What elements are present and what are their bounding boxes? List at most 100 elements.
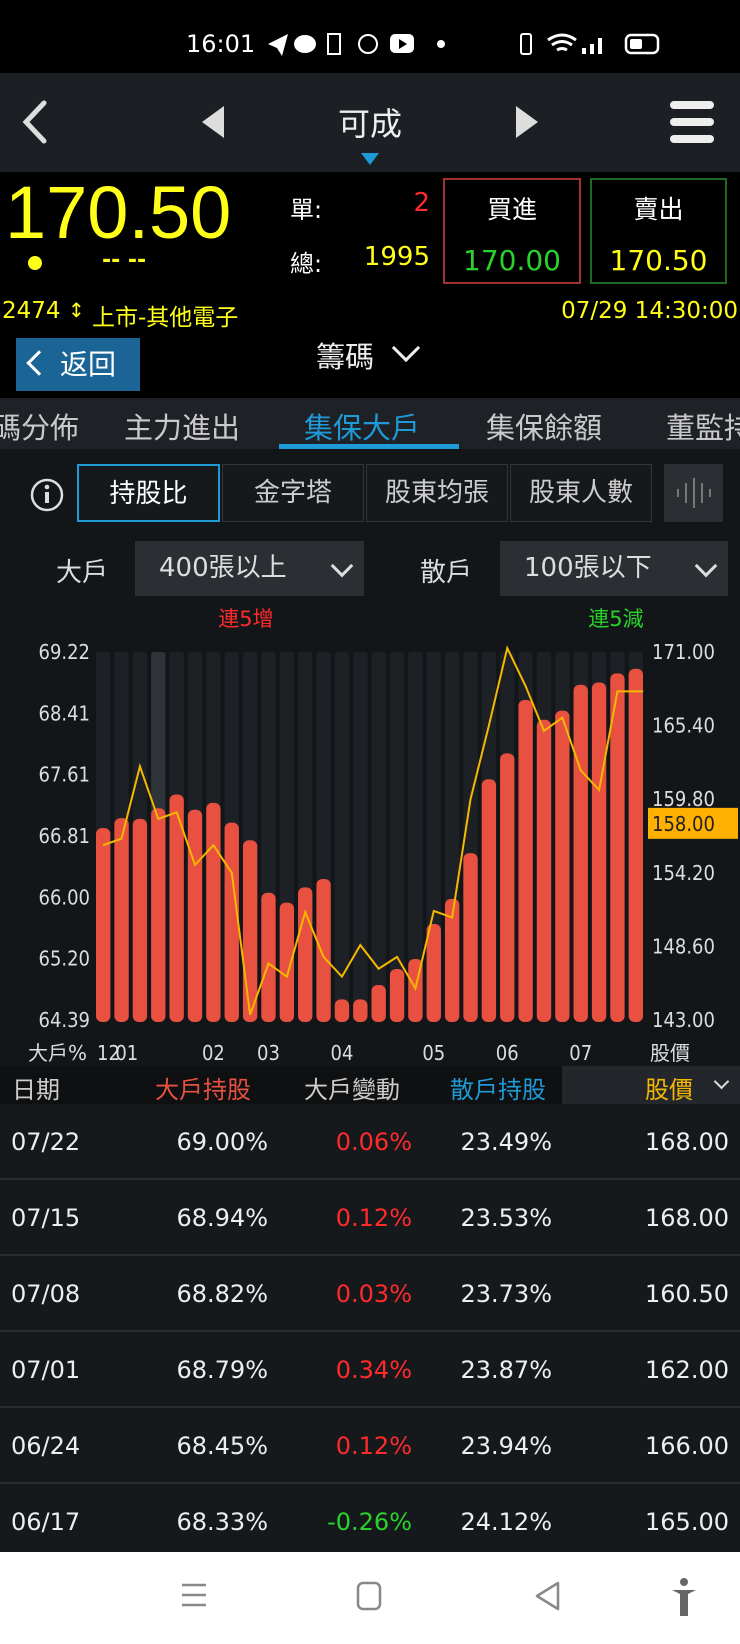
unit-value: 2: [413, 188, 430, 218]
row-big-change: 0.06%: [335, 1128, 412, 1156]
streak-increase-label: 連5增: [218, 607, 273, 631]
tab-chip-distribution[interactable]: 碼分佈: [0, 411, 80, 445]
table-row[interactable]: 07/22 69.00% 0.06% 23.49% 168.00: [0, 1104, 740, 1180]
chevron-down-icon: [694, 554, 718, 578]
subtab-pyramid[interactable]: 金字塔: [222, 464, 364, 522]
table-row[interactable]: 07/01 68.79% 0.34% 23.87% 162.00: [0, 1332, 740, 1408]
big-holder-dropdown[interactable]: 400張以上: [135, 541, 364, 596]
holding-bar: [371, 984, 386, 1022]
dropdown-triangle-icon: [361, 153, 379, 165]
sim-icon: [327, 33, 341, 55]
buy-button[interactable]: 買進 170.00: [443, 178, 581, 284]
unit-label: 單:: [290, 196, 323, 224]
price-line: [102, 645, 644, 1016]
holding-bar: [316, 879, 331, 1022]
back-chevron-icon[interactable]: [20, 100, 50, 144]
line-icon: [294, 35, 316, 53]
x-tick-label: 04: [331, 1041, 354, 1065]
system-nav-bar: [0, 1552, 740, 1644]
right-tick-label: 159.80: [652, 787, 715, 811]
holding-chart: 69.22 68.41 67.61 66.81 66.00 65.20 64.39 171.0…: [28, 607, 738, 1065]
small-holder-value: 100張以下: [524, 553, 652, 583]
row-small-holding: 23.73%: [460, 1280, 552, 1308]
table-row[interactable]: 06/17 68.33% -0.26% 24.12% 165.00: [0, 1484, 740, 1560]
header-price[interactable]: 股價: [645, 1076, 693, 1104]
holding-bar: [298, 887, 313, 1022]
x-tick-label: 05: [422, 1041, 445, 1065]
table-row[interactable]: 07/15 68.94% 0.12% 23.53% 168.00: [0, 1180, 740, 1256]
left-axis-label: 大戶%: [28, 1041, 87, 1065]
small-holder-label: 散戶: [420, 558, 473, 588]
holding-bar: [591, 682, 607, 1022]
header-big-holding[interactable]: 大戶持股: [155, 1076, 251, 1104]
current-price-label: 158.00: [652, 812, 715, 836]
next-stock-icon[interactable]: [516, 106, 538, 138]
row-small-holding: 23.87%: [460, 1356, 552, 1384]
holding-bar: [463, 853, 478, 1022]
chevron-down-icon: [391, 333, 421, 363]
row-big-holding: 69.00%: [176, 1128, 268, 1156]
left-tick-label: 66.00: [39, 885, 91, 909]
row-big-change: 0.03%: [335, 1280, 412, 1308]
right-tick-label: 148.60: [652, 934, 715, 958]
holding-bar: [261, 892, 276, 1022]
table-header: 日期 大戶持股 大戶變動 散戶持股 股價: [0, 1066, 740, 1104]
status-bar: 16:01: [0, 0, 740, 73]
table-row[interactable]: 07/08 68.82% 0.03% 23.73% 160.50: [0, 1256, 740, 1332]
prev-stock-icon[interactable]: [202, 106, 224, 138]
info-icon[interactable]: [30, 478, 64, 512]
row-big-change: -0.26%: [327, 1508, 412, 1536]
x-tick-label: 12: [97, 1041, 120, 1065]
margin-arrows-icon: ↕: [68, 298, 85, 322]
market-category: 上市-其他電子: [92, 305, 239, 331]
holding-bar: [518, 700, 533, 1022]
home-icon[interactable]: [356, 1581, 382, 1611]
tab-directors[interactable]: 董監持: [666, 411, 740, 445]
chart-toggle-button[interactable]: [664, 464, 723, 522]
back-icon[interactable]: [534, 1581, 560, 1611]
header-date[interactable]: 日期: [12, 1076, 60, 1104]
header-big-change[interactable]: 大戶變動: [304, 1076, 400, 1104]
x-tick-label: 02: [202, 1041, 225, 1065]
row-big-change: 0.34%: [335, 1356, 412, 1384]
holding-bar: [353, 999, 368, 1022]
holding-bar: [536, 719, 552, 1022]
status-time: 16:01: [186, 30, 256, 58]
tab-tdcc-balance[interactable]: 集保餘額: [486, 411, 603, 445]
small-holder-dropdown[interactable]: 100張以下: [500, 541, 728, 596]
stock-title[interactable]: 可成: [337, 105, 402, 143]
sell-price: 170.50: [609, 244, 708, 277]
row-date: 06/24: [11, 1432, 81, 1460]
chevron-down-icon: [330, 554, 354, 578]
table-row[interactable]: 06/24 68.45% 0.12% 23.94% 166.00: [0, 1408, 740, 1484]
row-date: 07/15: [11, 1204, 81, 1232]
subtab-avg-shares[interactable]: 股東均張: [366, 464, 508, 522]
holding-bar: [151, 808, 166, 1022]
last-price: 170.50: [5, 171, 232, 254]
menu-icon[interactable]: [670, 99, 714, 145]
row-date: 07/01: [11, 1356, 81, 1384]
accessibility-icon[interactable]: [670, 1578, 698, 1618]
tab-tdcc-holders[interactable]: 集保大戶: [304, 411, 421, 445]
section-selector[interactable]: 籌碼: [316, 333, 421, 376]
left-tick-label: 65.20: [39, 947, 91, 971]
subtab-holder-count[interactable]: 股東人數: [510, 464, 652, 522]
sell-button[interactable]: 賣出 170.50: [590, 178, 727, 284]
holding-bar: [555, 710, 570, 1022]
recent-apps-icon[interactable]: [180, 1582, 208, 1608]
signal-icon: [582, 38, 602, 54]
row-price: 160.50: [645, 1280, 729, 1308]
right-tick-label: 171.00: [652, 640, 715, 664]
holding-bar: [132, 818, 148, 1022]
telegram-icon: [268, 34, 288, 56]
back-button[interactable]: 返回: [16, 338, 140, 391]
header-small-holding[interactable]: 散戶持股: [450, 1076, 546, 1104]
tab-main-force[interactable]: 主力進出: [124, 411, 241, 445]
row-big-holding: 68.82%: [176, 1280, 268, 1308]
subtab-holding-ratio[interactable]: 持股比: [77, 464, 220, 522]
column-background: [334, 652, 350, 1020]
left-tick-label: 69.22: [39, 640, 91, 664]
buy-label: 買進: [486, 195, 537, 224]
gomaji-icon: [358, 34, 378, 54]
holding-bar: [96, 828, 111, 1022]
